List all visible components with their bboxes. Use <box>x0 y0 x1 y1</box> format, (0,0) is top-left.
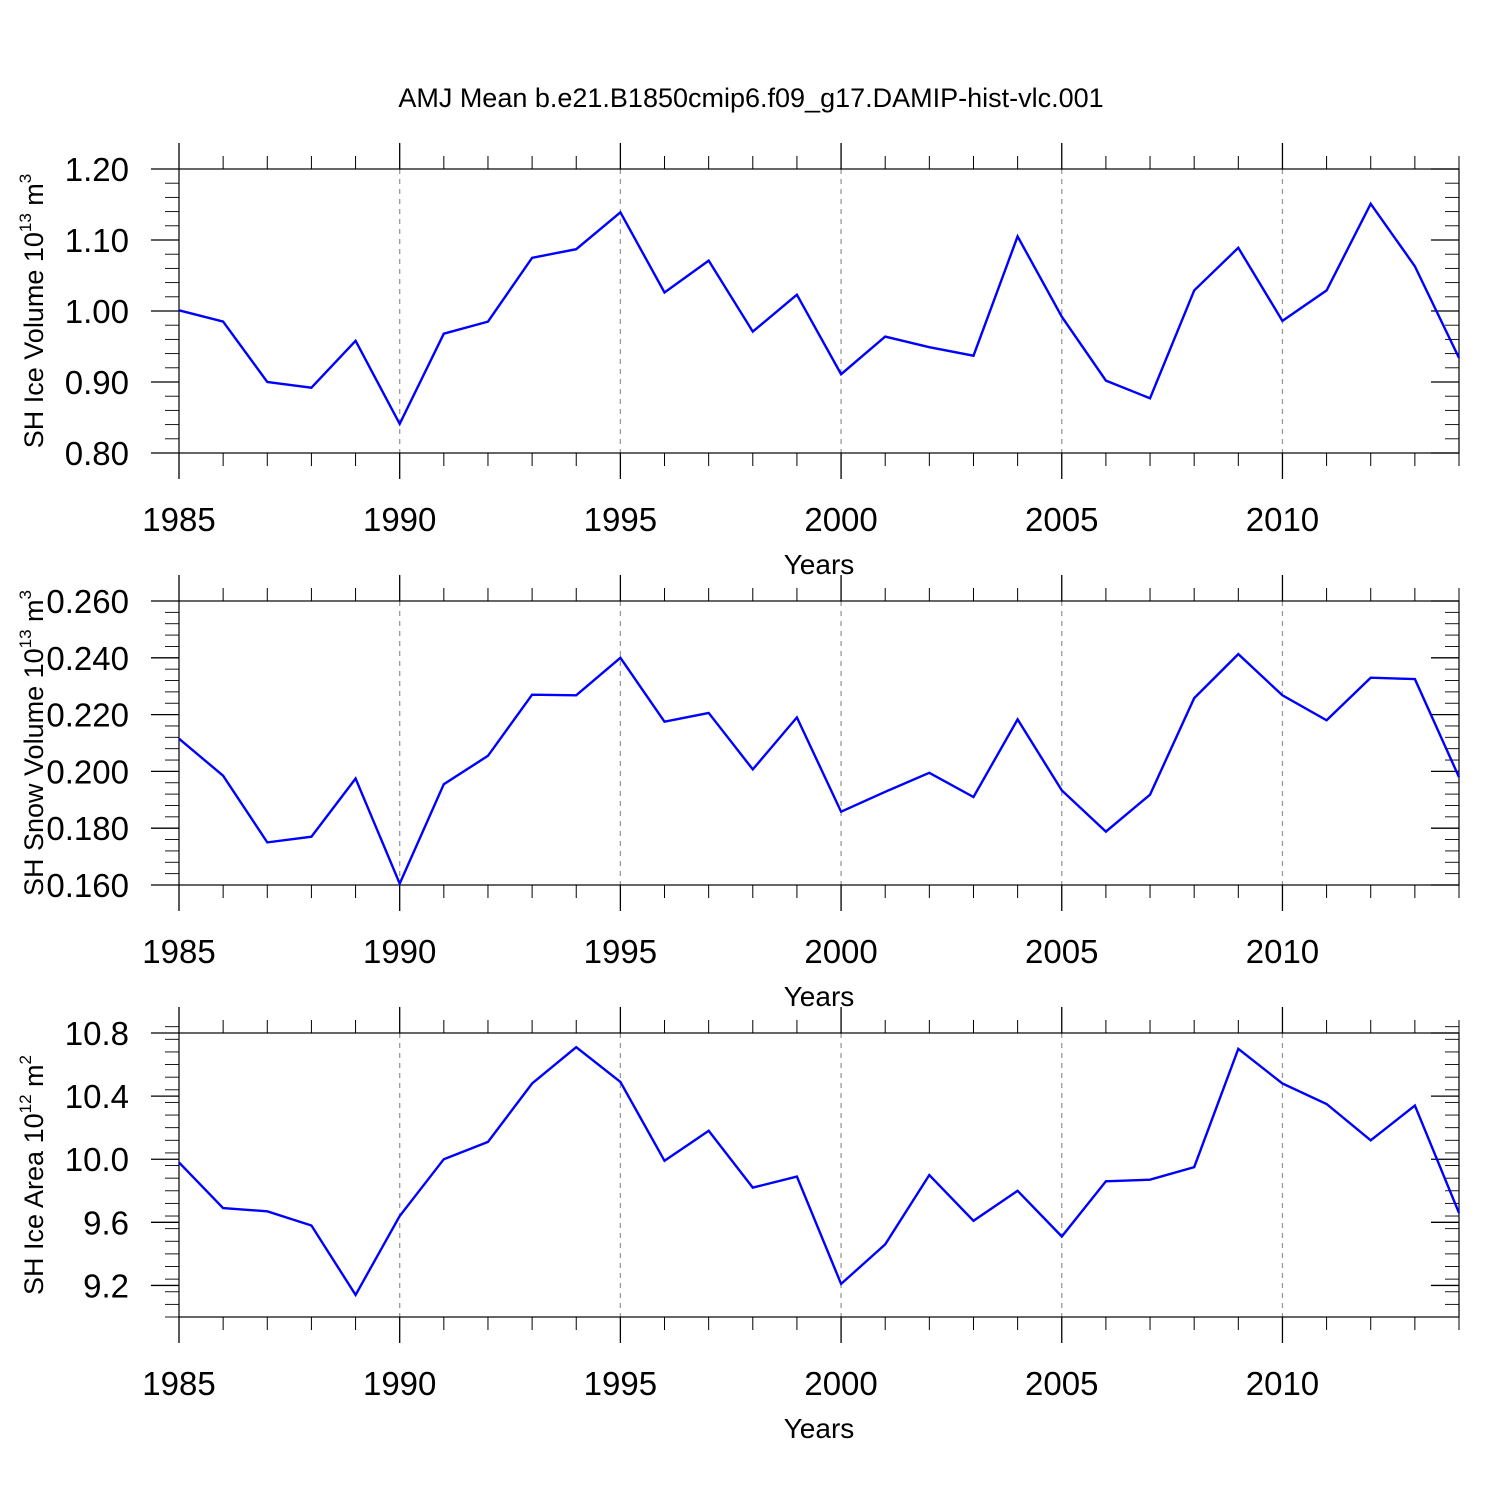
y-axis-label: SH Snow Volume 1013 m3 <box>16 590 49 896</box>
plot-frame <box>178 168 1460 454</box>
x-tick-label: 1985 <box>142 1365 215 1402</box>
y-tick-label: 10.0 <box>65 1141 129 1178</box>
y-tick-label: 1.20 <box>65 151 129 188</box>
panel-1: 1985 1990 1995 2000 2005 2010 0.80 0.90 1.00 1.10… <box>16 143 1461 580</box>
x-tick-label: 2000 <box>804 933 877 970</box>
series-line <box>178 652 1461 887</box>
x-tick-label: 2005 <box>1025 933 1098 970</box>
plot-frame <box>178 1032 1460 1318</box>
x-axis-label: Years <box>784 1413 855 1444</box>
y-tick-label: 0.200 <box>46 753 129 790</box>
x-tick-label: 1995 <box>584 501 657 538</box>
x-tick-label: 2005 <box>1025 1365 1098 1402</box>
y-tick-label: 9.6 <box>83 1204 129 1241</box>
y-tick-label: 9.2 <box>83 1267 129 1304</box>
x-tick-label: 1990 <box>363 1365 436 1402</box>
x-tick-label: 2000 <box>804 1365 877 1402</box>
y-tick-label: 0.180 <box>46 810 129 847</box>
y-tick-label: 0.220 <box>46 697 129 734</box>
x-tick-label: 2010 <box>1246 501 1319 538</box>
series-line <box>178 201 1461 427</box>
series-line <box>178 1045 1461 1298</box>
y-tick-label: 10.8 <box>65 1015 129 1052</box>
x-tick-label: 2000 <box>804 501 877 538</box>
plot-frame <box>178 600 1460 886</box>
x-axis-label: Years <box>784 981 855 1012</box>
x-tick-label: 1985 <box>142 501 215 538</box>
x-tick-label: 1995 <box>584 1365 657 1402</box>
y-tick-label: 0.160 <box>46 867 129 904</box>
x-tick-label: 1995 <box>584 933 657 970</box>
x-tick-label: 2010 <box>1246 1365 1319 1402</box>
y-tick-label: 0.80 <box>65 435 129 472</box>
y-tick-label: 1.10 <box>65 222 129 259</box>
y-tick-label: 10.4 <box>65 1078 129 1115</box>
y-tick-label: 0.90 <box>65 364 129 401</box>
y-tick-label: 0.260 <box>46 583 129 620</box>
x-tick-label: 1990 <box>363 501 436 538</box>
y-axis-label: SH Ice Volume 1013 m3 <box>16 174 49 449</box>
x-tick-label: 2005 <box>1025 501 1098 538</box>
x-tick-label: 1990 <box>363 933 436 970</box>
panel-3: 1985 1990 1995 2000 2005 2010 9.2 9.6 10.0 10.4 10… <box>16 1007 1461 1444</box>
panel-2: 1985 1990 1995 2000 2005 2010 0.160 0.180 0.200 0… <box>16 575 1461 1012</box>
x-tick-label: 1985 <box>142 933 215 970</box>
y-axis-label: SH Ice Area 1012 m2 <box>16 1055 49 1295</box>
x-tick-label: 2010 <box>1246 933 1319 970</box>
chart-title: AMJ Mean b.e21.B1850cmip6.f09_g17.DAMIP-… <box>398 83 1103 113</box>
y-tick-label: 0.240 <box>46 640 129 677</box>
x-axis-label: Years <box>784 549 855 580</box>
y-tick-label: 1.00 <box>65 293 129 330</box>
